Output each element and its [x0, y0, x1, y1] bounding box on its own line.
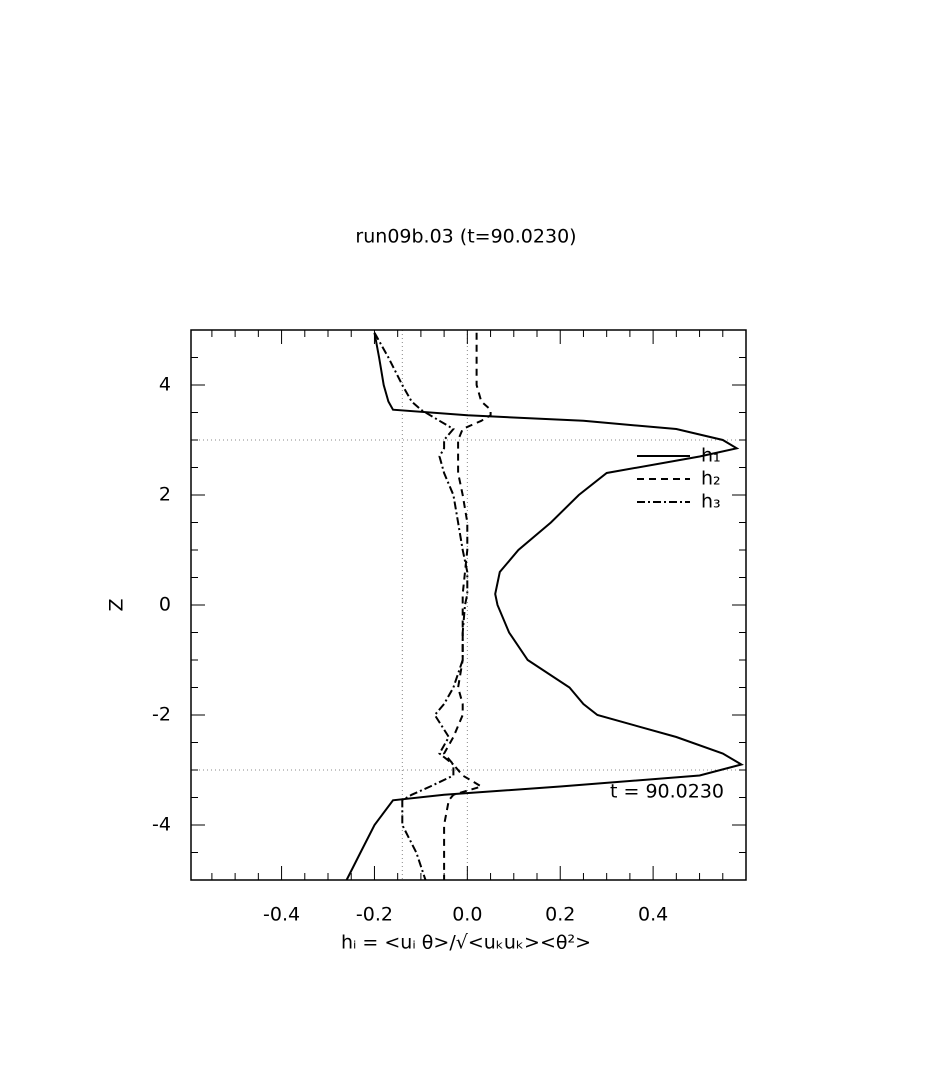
x-tick-label: 0.2 — [545, 904, 575, 926]
x-tick-label: 0.4 — [638, 904, 668, 926]
y-tick-label: 2 — [159, 484, 171, 506]
annotation: t = 90.0230 — [610, 781, 724, 803]
x-tick-label: -0.2 — [356, 904, 393, 926]
legend-label: h₁ — [701, 445, 721, 467]
series-line — [345, 332, 744, 881]
y-axis-label: Z — [106, 598, 128, 611]
y-tick-label: -4 — [152, 814, 171, 836]
y-tick-label: -2 — [152, 704, 171, 726]
legend-label: h₃ — [701, 491, 721, 513]
chart-title: run09b.03 (t=90.0230) — [355, 226, 576, 248]
x-tick-label: -0.4 — [263, 904, 300, 926]
x-axis-label: hᵢ = <uᵢ θ>/√<uₖuₖ><θ²> — [341, 932, 591, 954]
y-tick-label: 0 — [159, 594, 171, 616]
legend-label: h₂ — [701, 468, 721, 490]
y-tick-label: 4 — [159, 374, 171, 396]
series-line — [442, 332, 492, 880]
x-tick-label: 0.0 — [452, 904, 482, 926]
